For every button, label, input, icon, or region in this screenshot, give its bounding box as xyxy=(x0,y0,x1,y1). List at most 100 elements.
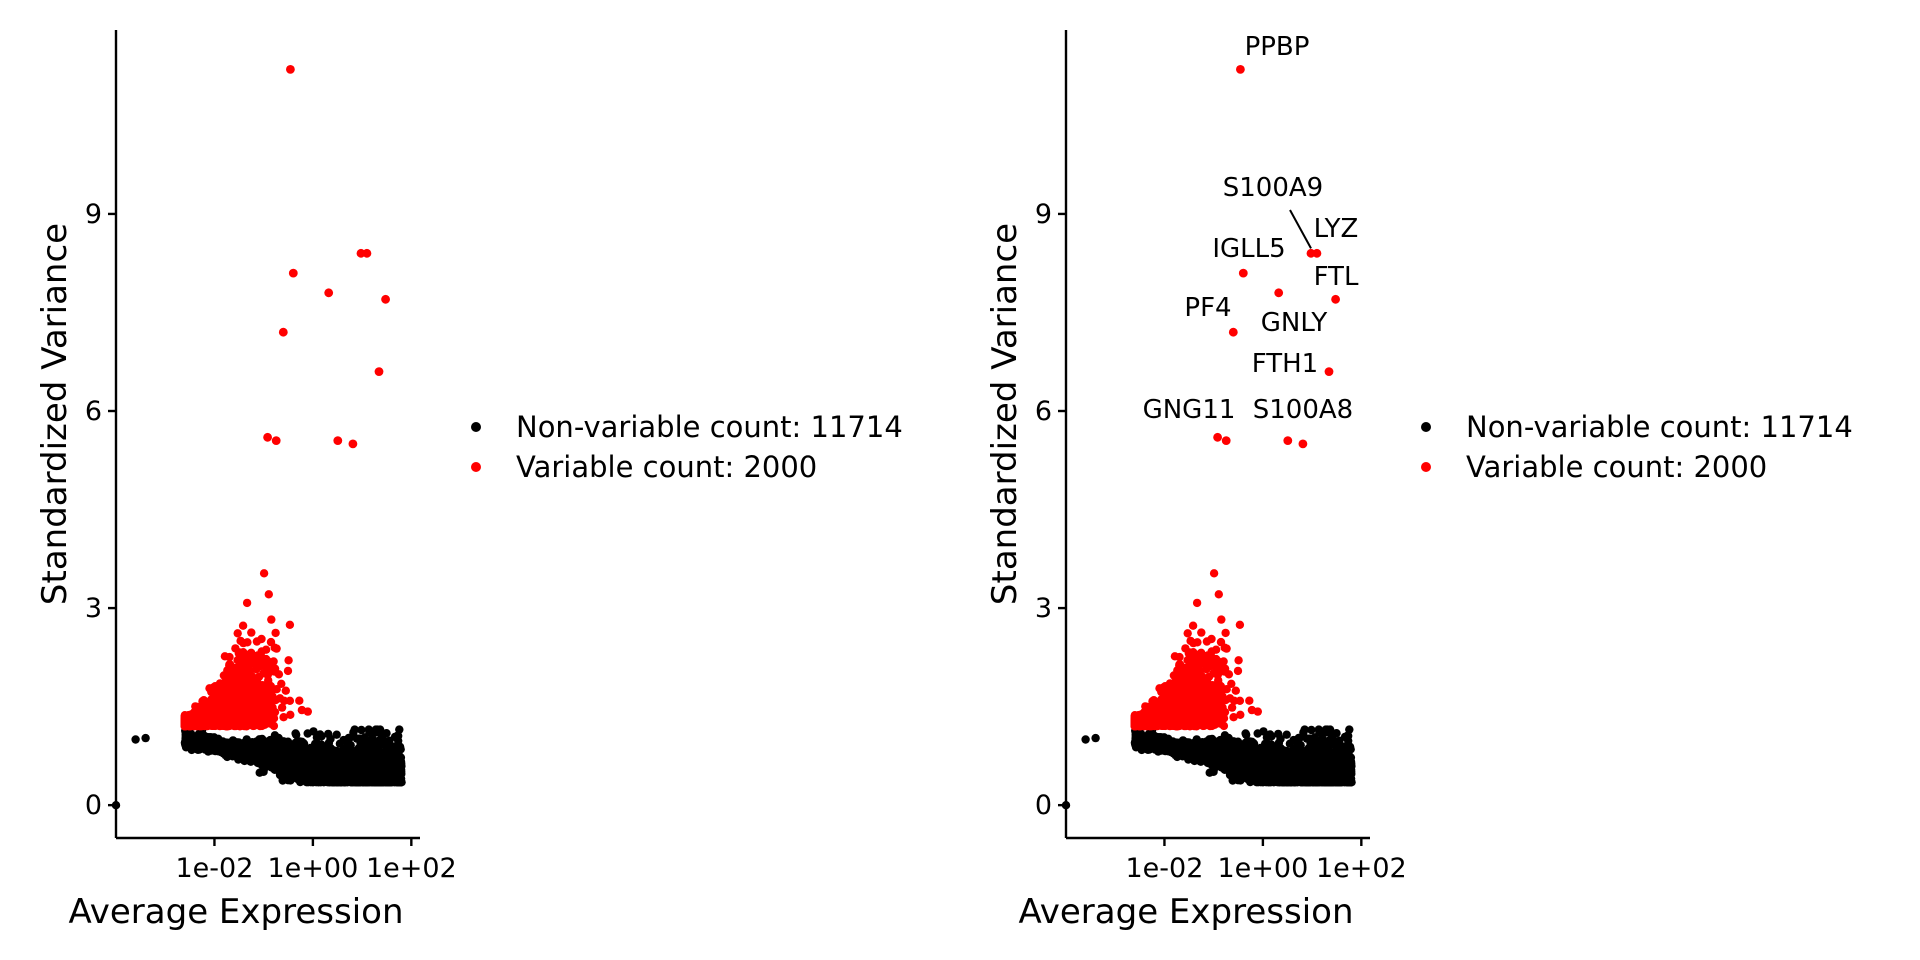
x-tick-label: 1e-02 xyxy=(175,853,253,884)
non-variable-point xyxy=(286,776,295,785)
legend-key xyxy=(471,422,481,432)
variable-point xyxy=(180,721,190,730)
variable-point xyxy=(225,720,235,730)
variable-point xyxy=(286,65,295,74)
non-variable-point xyxy=(332,730,341,739)
y-tick-label: 3 xyxy=(85,593,102,624)
non-variable-point xyxy=(251,739,260,749)
variable-point xyxy=(251,699,260,709)
non-variable-point xyxy=(356,739,365,748)
non-variable-point xyxy=(247,754,256,763)
non-variable-point xyxy=(314,766,323,775)
variable-point xyxy=(221,699,230,708)
non-variable-point xyxy=(131,735,140,744)
variable-point xyxy=(264,676,273,685)
non-variable-point xyxy=(278,754,287,764)
non-variable-point xyxy=(376,759,385,768)
variable-point xyxy=(333,436,343,445)
non-variable-point xyxy=(310,752,320,761)
x-tick-label: 1e+00 xyxy=(267,853,358,884)
non-variable-point xyxy=(300,769,309,778)
variable-point xyxy=(277,703,287,712)
variable-point xyxy=(278,327,288,337)
non-variable-point xyxy=(395,751,404,761)
non-variable-point xyxy=(260,742,270,751)
variable-point xyxy=(204,699,214,709)
variable-point xyxy=(285,696,295,705)
legend-label: Variable count: 2000 xyxy=(516,450,817,484)
y-axis-title: Standardized Variance xyxy=(35,223,75,605)
variable-point xyxy=(257,692,266,702)
legend: Non-variable count: 11714 Variable count:… xyxy=(471,410,903,484)
variable-point xyxy=(236,691,246,700)
variable-point xyxy=(252,637,262,646)
non-variable-point xyxy=(365,765,375,774)
non-variable-point xyxy=(340,744,349,754)
y-tick-label: 6 xyxy=(85,396,102,427)
variable-point xyxy=(271,436,281,445)
legend-key xyxy=(471,462,481,472)
non-variable-point xyxy=(182,737,191,746)
non-variable-point xyxy=(380,747,389,757)
x-tick-label: 1e+02 xyxy=(366,853,457,884)
variable-point xyxy=(270,667,279,676)
non-variable-point xyxy=(275,770,285,780)
variable-point xyxy=(239,656,249,666)
variable-point xyxy=(213,695,222,704)
variable-point xyxy=(229,698,238,708)
variable-point xyxy=(362,248,372,258)
variable-point xyxy=(248,721,258,731)
non-variable-point xyxy=(235,745,244,754)
non-variable-point xyxy=(198,739,207,748)
variable-point xyxy=(303,707,312,716)
non-variable-point xyxy=(317,740,326,749)
non-variable-point xyxy=(390,732,400,742)
non-variable-point xyxy=(379,770,388,780)
non-variable-point xyxy=(317,732,326,741)
variable-point xyxy=(269,657,278,666)
non-variable-point xyxy=(309,778,318,787)
variable-point xyxy=(189,720,198,729)
non-variable-point xyxy=(298,758,307,767)
non-variable-point xyxy=(350,725,359,734)
non-variable-point xyxy=(294,748,303,757)
non-variable-point xyxy=(350,755,359,764)
variable-point xyxy=(238,621,248,630)
variable-point xyxy=(348,439,358,449)
variable-point xyxy=(295,696,304,705)
variable-point xyxy=(374,367,384,376)
variable-point xyxy=(267,615,276,624)
non-variable-point xyxy=(359,778,369,787)
non-variable-point xyxy=(329,778,338,787)
non-variable-point xyxy=(326,734,335,744)
variable-point xyxy=(266,637,276,647)
variable-point xyxy=(249,690,258,699)
variable-point xyxy=(256,707,265,716)
non-variable-point xyxy=(341,736,350,745)
variable-point xyxy=(245,676,255,685)
variable-point xyxy=(227,672,236,681)
variable-point xyxy=(238,708,247,717)
variable-point xyxy=(288,268,298,278)
variable-point xyxy=(271,695,280,705)
non-variable-point xyxy=(371,725,381,734)
variable-point xyxy=(262,664,271,674)
variable-point xyxy=(238,672,247,681)
variable-point xyxy=(220,652,230,661)
variable-point xyxy=(208,714,217,723)
non-variable-point xyxy=(395,725,404,734)
variable-point xyxy=(286,710,295,719)
x-axis-title: Average Expression xyxy=(69,892,404,932)
non-variable-point xyxy=(386,778,395,787)
variable-point xyxy=(257,647,266,656)
legend-label: Non-variable count: 11714 xyxy=(516,410,903,444)
variable-point xyxy=(231,644,240,653)
non-variable-point xyxy=(367,756,376,766)
non-variable-point xyxy=(348,767,358,776)
variable-point xyxy=(285,620,295,629)
non-variable-point xyxy=(364,725,373,734)
variable-point xyxy=(267,686,277,695)
variable-point xyxy=(242,598,252,608)
